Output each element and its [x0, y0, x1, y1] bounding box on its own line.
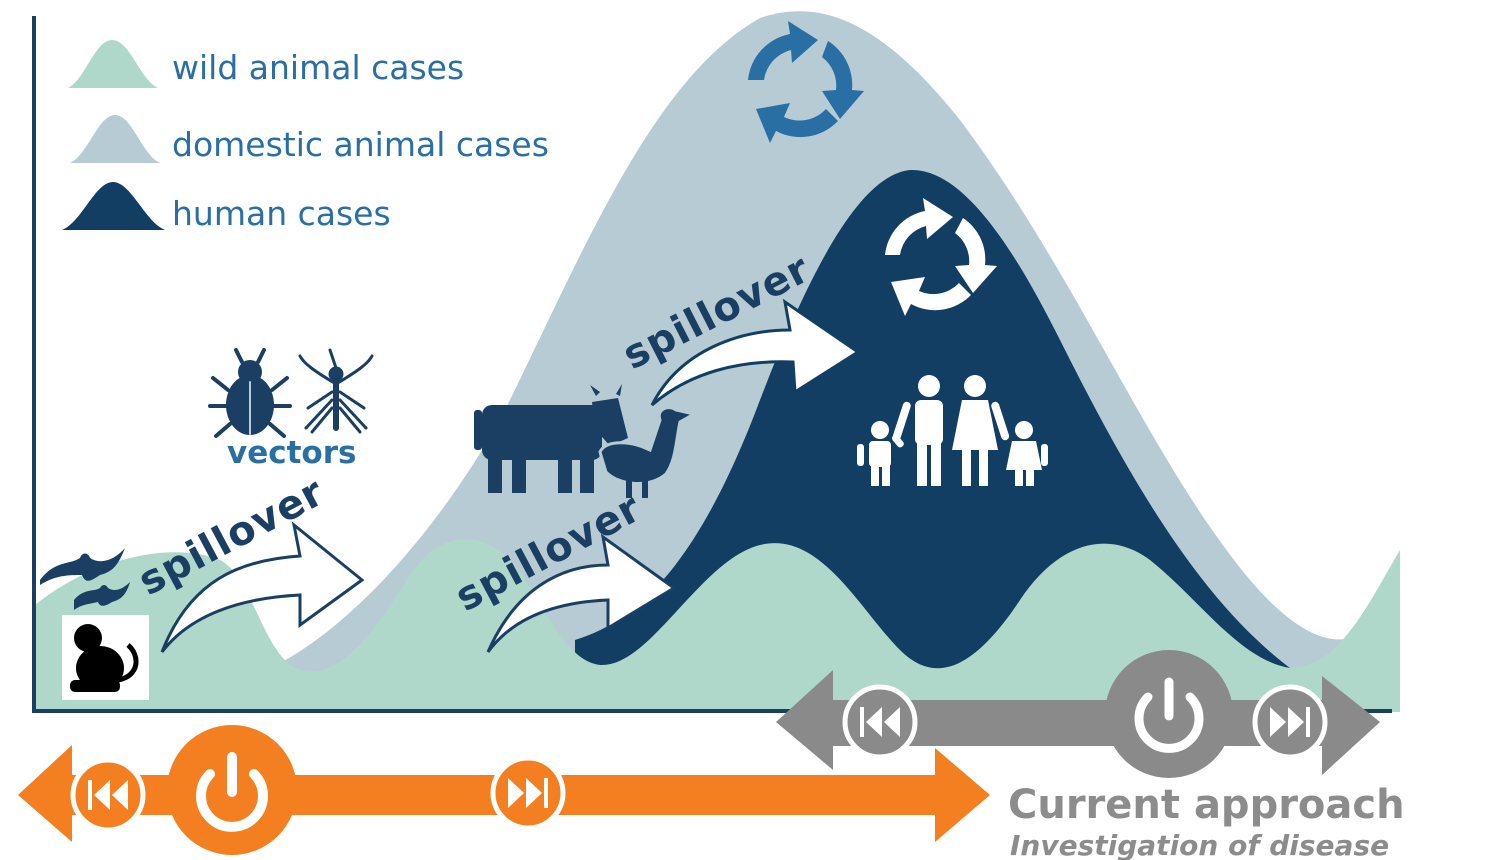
spillover-arrow-3 [650, 298, 861, 407]
legend-domestic-label: domestic animal cases [172, 125, 549, 164]
vectors-label: vectors [227, 435, 356, 471]
cycle-arrows-icon [748, 21, 864, 143]
mosquito-icon [298, 348, 374, 434]
legend-wild-swatch [68, 40, 158, 88]
monkey-icon [70, 624, 139, 692]
current-approach-bar [776, 650, 1380, 778]
beetle-icon [208, 348, 292, 438]
current-approach-subtitle: Investigation of disease [1010, 829, 1389, 860]
legend-domestic-swatch [70, 115, 160, 163]
cow-icon [474, 384, 628, 493]
duck-icon [598, 406, 699, 498]
legend-wild-label: wild animal cases [172, 48, 464, 87]
bat-icon [40, 548, 130, 610]
legend: wild animal cases domestic animal cases … [62, 40, 549, 233]
legend-human-label: human cases [172, 194, 391, 233]
spillover-arrow-2 [486, 533, 677, 653]
current-approach-title: Current approach [1008, 782, 1405, 828]
legend-human-swatch [62, 182, 165, 230]
cycle-arrows-icon-white [885, 198, 997, 316]
spillover-arrow-1 [160, 521, 365, 653]
wild-cases-area [35, 539, 1400, 712]
gray-double-arrow [776, 670, 1380, 775]
orange-approach-bar [18, 725, 990, 855]
family-icon [857, 375, 1048, 486]
